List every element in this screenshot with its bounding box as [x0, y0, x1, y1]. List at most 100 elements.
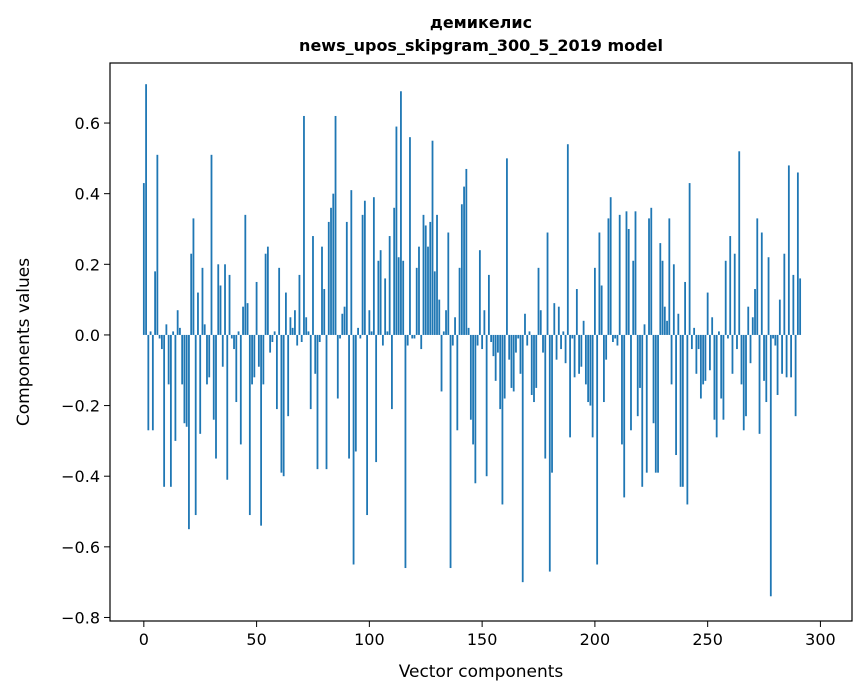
x-axis-label: Vector components — [399, 662, 564, 682]
bar-108 — [386, 331, 389, 335]
y-tick-label: −0.8 — [61, 608, 100, 627]
bar-87 — [339, 334, 341, 339]
bar-224 — [648, 218, 650, 335]
bar-153 — [487, 274, 490, 335]
bar-170 — [526, 334, 529, 346]
bar-31 — [212, 334, 215, 420]
bar-43 — [239, 334, 242, 445]
bar-221 — [641, 334, 644, 487]
bar-247 — [699, 334, 702, 399]
bar-99 — [366, 334, 368, 516]
x-tick-label: 300 — [805, 630, 836, 649]
bar-156 — [494, 334, 497, 381]
bar-83 — [330, 207, 332, 335]
bar-213 — [623, 334, 626, 498]
y-tick-label: −0.4 — [61, 467, 100, 486]
bar-238 — [679, 334, 682, 487]
bar-134 — [445, 310, 447, 335]
bar-206 — [607, 218, 610, 335]
bar-44 — [242, 306, 244, 335]
bar-35 — [221, 334, 224, 367]
bar-141 — [460, 204, 463, 335]
bar-92 — [350, 190, 353, 335]
bar-222 — [643, 324, 646, 335]
bar-200 — [593, 267, 596, 335]
bar-133 — [442, 331, 445, 335]
bar-254 — [715, 334, 718, 438]
bar-150 — [481, 334, 484, 350]
bar-180 — [548, 334, 551, 572]
bar-232 — [666, 320, 668, 335]
bar-157 — [497, 334, 499, 353]
bar-33 — [217, 264, 220, 335]
bar-118 — [409, 137, 411, 335]
bar-249 — [704, 334, 707, 381]
bar-1 — [145, 84, 147, 335]
bar-228 — [657, 334, 659, 473]
bar-163 — [510, 334, 513, 388]
bar-2 — [147, 334, 150, 431]
bar-207 — [609, 197, 612, 335]
bar-266 — [742, 334, 745, 431]
bar-131 — [438, 299, 441, 335]
bar-45 — [244, 214, 247, 335]
bar-190 — [571, 334, 574, 339]
bar-68 — [296, 334, 299, 346]
bar-42 — [237, 331, 240, 335]
bar-122 — [418, 246, 420, 335]
bar-5 — [154, 271, 156, 335]
bar-105 — [379, 250, 382, 335]
bar-171 — [528, 331, 531, 335]
bar-289 — [794, 334, 797, 417]
bar-28 — [206, 334, 208, 385]
bar-165 — [515, 334, 517, 353]
bar-287 — [790, 334, 792, 378]
bar-22 — [192, 218, 195, 335]
bar-81 — [325, 334, 328, 470]
bar-61 — [280, 334, 283, 473]
bar-56 — [269, 334, 272, 353]
bar-144 — [467, 327, 470, 335]
bar-245 — [695, 334, 698, 374]
bar-226 — [652, 334, 655, 424]
chart-title-line2: news_upos_skipgram_300_5_2019 model — [299, 36, 663, 55]
bar-70 — [300, 334, 303, 342]
bar-39 — [230, 334, 233, 339]
bar-52 — [260, 334, 262, 526]
bar-34 — [219, 285, 222, 335]
bar-177 — [542, 334, 544, 353]
bar-63 — [285, 292, 287, 335]
bar-269 — [749, 334, 752, 364]
bar-267 — [745, 334, 747, 417]
bar-176 — [539, 310, 542, 335]
bar-186 — [562, 331, 565, 335]
bar-117 — [406, 334, 409, 346]
bar-115 — [402, 260, 405, 335]
bar-138 — [454, 317, 456, 335]
bar-270 — [751, 317, 754, 335]
bar-77 — [316, 334, 319, 470]
bar-167 — [519, 334, 522, 374]
y-axis-label: Components values — [14, 258, 34, 426]
bar-89 — [343, 306, 346, 335]
bar-11 — [167, 334, 170, 385]
y-tick-label: 0.0 — [75, 326, 100, 345]
bar-54 — [264, 253, 267, 335]
bar-93 — [352, 334, 355, 565]
bar-114 — [400, 91, 402, 335]
x-tick-label: 150 — [467, 630, 498, 649]
y-tick-label: 0.4 — [75, 185, 100, 204]
bar-106 — [381, 334, 384, 346]
bar-102 — [372, 197, 375, 335]
bar-192 — [575, 289, 578, 335]
bar-248 — [702, 334, 705, 385]
bar-140 — [458, 267, 461, 335]
bar-179 — [546, 232, 549, 335]
bar-14 — [174, 334, 177, 441]
bar-276 — [765, 334, 768, 403]
bar-203 — [600, 285, 603, 335]
bar-125 — [424, 225, 427, 335]
bar-151 — [483, 310, 486, 335]
bar-6 — [156, 154, 159, 335]
bar-251 — [709, 334, 711, 371]
